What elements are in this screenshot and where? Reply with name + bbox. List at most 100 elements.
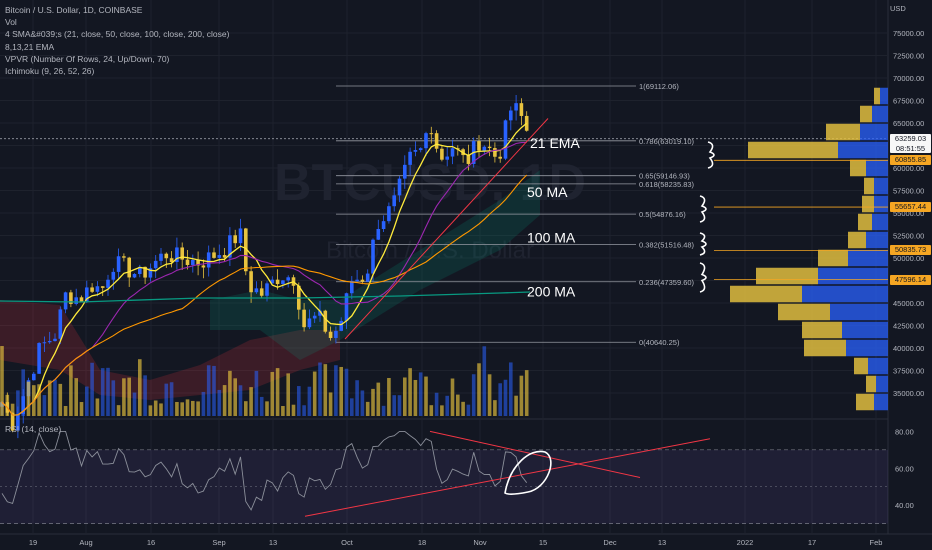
candle-body xyxy=(159,253,163,261)
volume-bar xyxy=(185,399,190,416)
volume-bar xyxy=(397,395,402,416)
price-tag[interactable]: 55657.44 xyxy=(890,202,931,213)
vpvr-up-bar xyxy=(848,249,888,267)
volume-bar xyxy=(116,405,121,416)
volume-bar xyxy=(493,400,497,416)
candle-body xyxy=(487,146,492,149)
volume-bar xyxy=(445,395,449,416)
volume-bar xyxy=(440,405,444,416)
candle-body xyxy=(270,279,275,284)
candle-body xyxy=(63,292,68,310)
y-tick-label: 40000.00 xyxy=(893,344,924,353)
x-tick-label: Aug xyxy=(79,538,92,547)
candle-body xyxy=(275,279,280,285)
y-tick-label: 72500.00 xyxy=(893,52,924,61)
candle-body xyxy=(196,259,200,266)
candle-body xyxy=(424,133,428,149)
y-tick-label: 42500.00 xyxy=(893,322,924,331)
volume-bar xyxy=(334,365,338,416)
candle-body xyxy=(312,315,317,319)
price-tag[interactable]: 63259.03 08:51:55 xyxy=(890,133,931,153)
candle-body xyxy=(95,286,100,292)
volume-bar xyxy=(175,401,179,416)
vpvr-up-bar xyxy=(860,123,888,141)
price-trendline xyxy=(344,118,549,340)
rsi-tick-label: 40.00 xyxy=(895,501,914,510)
hand-brace xyxy=(699,262,707,293)
volume-bar xyxy=(138,359,142,416)
x-tick-label: 19 xyxy=(29,538,37,547)
volume-bar xyxy=(461,401,465,416)
candle-body xyxy=(259,288,264,296)
volume-bar xyxy=(122,378,126,416)
volume-bar xyxy=(254,370,259,416)
vpvr-up-bar xyxy=(802,285,888,303)
indicator-sma[interactable]: 4 SMA&#039;s (21, close, 50, close, 100,… xyxy=(5,29,230,40)
candle-body xyxy=(111,271,116,280)
candle-body xyxy=(466,155,471,164)
volume-bar xyxy=(265,401,269,416)
indicator-volume[interactable]: Vol xyxy=(5,17,17,28)
price-tag[interactable]: 47596.14 xyxy=(890,274,931,285)
volume-bar xyxy=(524,370,529,416)
watermark: BTCUSD, 1D xyxy=(274,154,586,212)
candle-body xyxy=(16,414,20,431)
fib-label: 0.5(54876.16) xyxy=(639,210,686,219)
vpvr-down-bar xyxy=(856,393,874,411)
legend: Bitcoin / U.S. Dollar, 1D, COINBASE Vol … xyxy=(5,4,229,77)
candle-body xyxy=(445,156,449,160)
volume-bar xyxy=(169,382,174,416)
x-tick-label: 13 xyxy=(658,538,666,547)
volume-bar xyxy=(132,392,137,416)
candle-body xyxy=(514,103,518,111)
price-tag[interactable]: 60855.85 xyxy=(890,155,931,166)
volume-bar xyxy=(286,373,290,416)
candle-body xyxy=(344,293,349,321)
candle-body xyxy=(69,292,73,304)
candle-body xyxy=(10,412,15,431)
indicator-ichimoku[interactable]: Ichimoku (9, 26, 52, 26) xyxy=(5,66,95,77)
volume-bar xyxy=(180,402,184,416)
indicator-vpvr[interactable]: VPVR (Number Of Rows, 24, Up/Down, 70) xyxy=(5,53,170,64)
volume-bar xyxy=(16,390,20,416)
volume-bar xyxy=(233,378,237,416)
volume-bars xyxy=(0,346,529,416)
candle-body xyxy=(328,331,333,338)
vpvr-down-bar xyxy=(862,195,874,213)
candle-body xyxy=(169,258,174,263)
candle-body xyxy=(509,110,513,121)
candle-body xyxy=(148,268,153,278)
candle-body xyxy=(164,253,169,259)
fib-label: 1(69112.06) xyxy=(639,82,679,91)
vpvr-down-bar xyxy=(854,357,868,375)
price-tag[interactable]: 50835.73 xyxy=(890,245,931,256)
y-tick-label: 67500.00 xyxy=(893,97,924,106)
candle-body xyxy=(413,150,418,152)
x-tick-label: 16 xyxy=(147,538,155,547)
volume-bar xyxy=(297,386,301,416)
candle-body xyxy=(286,277,290,281)
candle-body xyxy=(408,151,412,165)
candle-body xyxy=(498,156,502,159)
candle-body xyxy=(307,318,312,328)
candle-body xyxy=(206,252,211,268)
candle-body xyxy=(90,287,94,292)
currency-label[interactable]: USD xyxy=(890,4,906,13)
volume-bar xyxy=(191,400,195,416)
symbol-title[interactable]: Bitcoin / U.S. Dollar, 1D, COINBASE xyxy=(5,5,143,15)
volume-bar xyxy=(355,380,359,416)
candle-body xyxy=(228,235,232,258)
volume-bar xyxy=(69,365,73,416)
candle-body xyxy=(47,341,52,343)
volume-bar xyxy=(90,362,94,416)
volume-bar xyxy=(371,388,375,416)
rsi-label[interactable]: RSI (14, close) xyxy=(5,424,62,434)
volume-bar xyxy=(228,370,232,416)
candle-body xyxy=(106,279,110,288)
candle-body xyxy=(37,343,41,374)
volume-bar xyxy=(471,374,476,416)
volume-bar xyxy=(42,395,47,416)
indicator-ema[interactable]: 8,13,21 EMA xyxy=(5,41,55,52)
vpvr-down-bar xyxy=(818,249,848,267)
